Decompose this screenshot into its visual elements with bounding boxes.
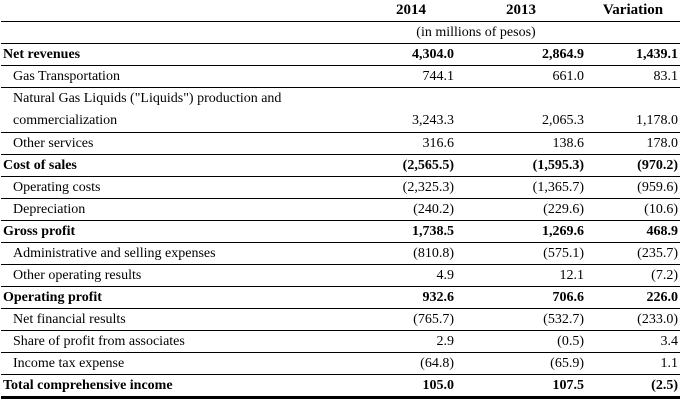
header-2014: 2014 [366, 0, 456, 22]
table-row: Gas Transportation 744.1 661.0 83.1 [1, 65, 680, 88]
value-2013: (1,595.3) [456, 154, 586, 177]
value-variation: (2.5) [586, 374, 680, 399]
units-blank [1, 21, 366, 44]
row-label: Share of profit from associates [1, 330, 366, 353]
units-label: (in millions of pesos) [366, 21, 586, 44]
value-variation: 3.4 [586, 330, 680, 353]
value-2013: 661.0 [456, 65, 586, 88]
value-2014: 744.1 [366, 65, 456, 88]
row-label: Other services [1, 132, 366, 155]
value-2013: 2,065.3 [456, 87, 586, 133]
value-variation: 1,439.1 [586, 43, 680, 66]
table-row: Cost of sales (2,565.5) (1,595.3) (970.2) [1, 154, 680, 177]
value-2013: 107.5 [456, 374, 586, 399]
table-row: Natural Gas Liquids ("Liquids") producti… [1, 87, 680, 133]
income-statement-table: 2014 2013 Variation (in millions of peso… [1, 0, 680, 399]
value-2014: 2.9 [366, 330, 456, 353]
header-2013: 2013 [456, 0, 586, 22]
row-label: Gas Transportation [1, 65, 366, 88]
value-variation: 468.9 [586, 220, 680, 243]
row-label: Operating profit [1, 286, 366, 309]
table-row: Income tax expense (64.8) (65.9) 1.1 [1, 352, 680, 375]
table-row: Total comprehensive income 105.0 107.5 (2.5… [1, 374, 680, 399]
value-variation: 178.0 [586, 132, 680, 155]
value-2014: (810.8) [366, 242, 456, 265]
value-variation: 83.1 [586, 65, 680, 88]
value-2013: (0.5) [456, 330, 586, 353]
value-2013: 138.6 [456, 132, 586, 155]
value-2013: 12.1 [456, 264, 586, 287]
value-2014: 4,304.0 [366, 43, 456, 66]
row-label: Operating costs [1, 176, 366, 199]
table-row: Administrative and selling expenses (810.… [1, 242, 680, 265]
row-label: Other operating results [1, 264, 366, 287]
value-variation: (970.2) [586, 154, 680, 177]
value-2014: (2,565.5) [366, 154, 456, 177]
units-row: (in millions of pesos) [1, 21, 680, 44]
header-blank [1, 0, 366, 22]
table-row: Operating costs (2,325.3) (1,365.7) (959.6) [1, 176, 680, 199]
value-2014: (765.7) [366, 308, 456, 331]
row-label: Net revenues [1, 43, 366, 66]
row-label: Natural Gas Liquids ("Liquids") producti… [1, 87, 366, 133]
row-label: Administrative and selling expenses [1, 242, 366, 265]
value-2014: (64.8) [366, 352, 456, 375]
value-2014: 932.6 [366, 286, 456, 309]
row-label: Total comprehensive income [1, 374, 366, 399]
value-2014: (2,325.3) [366, 176, 456, 199]
header-variation: Variation [586, 0, 680, 22]
value-2013: 1,269.6 [456, 220, 586, 243]
table-row: Operating profit 932.6 706.6 226.0 [1, 286, 680, 309]
table-row: Other operating results 4.9 12.1 (7.2) [1, 264, 680, 287]
value-2013: (229.6) [456, 198, 586, 221]
value-variation: 1,178.0 [586, 87, 680, 133]
value-2014: 4.9 [366, 264, 456, 287]
table-row: Net financial results (765.7) (532.7) (233.… [1, 308, 680, 331]
table-row: Net revenues 4,304.0 2,864.9 1,439.1 [1, 43, 680, 66]
value-2013: 706.6 [456, 286, 586, 309]
value-2014: 316.6 [366, 132, 456, 155]
value-variation: 226.0 [586, 286, 680, 309]
row-label: Depreciation [1, 198, 366, 221]
value-2013: (575.1) [456, 242, 586, 265]
value-2013: (532.7) [456, 308, 586, 331]
header-row: 2014 2013 Variation [1, 0, 680, 22]
units-blank-right [586, 21, 680, 44]
table-row: Depreciation (240.2) (229.6) (10.6) [1, 198, 680, 221]
value-variation: (233.0) [586, 308, 680, 331]
value-2013: (65.9) [456, 352, 586, 375]
row-label: Cost of sales [1, 154, 366, 177]
value-variation: (10.6) [586, 198, 680, 221]
value-2014: 105.0 [366, 374, 456, 399]
table-row: Other services 316.6 138.6 178.0 [1, 132, 680, 155]
table-row: Share of profit from associates 2.9 (0.5) 3… [1, 330, 680, 353]
value-variation: (235.7) [586, 242, 680, 265]
value-variation: (959.6) [586, 176, 680, 199]
row-label: Net financial results [1, 308, 366, 331]
row-label: Gross profit [1, 220, 366, 243]
value-variation: (7.2) [586, 264, 680, 287]
row-label: Income tax expense [1, 352, 366, 375]
value-2013: (1,365.7) [456, 176, 586, 199]
value-2014: (240.2) [366, 198, 456, 221]
value-2014: 1,738.5 [366, 220, 456, 243]
table-row: Gross profit 1,738.5 1,269.6 468.9 [1, 220, 680, 243]
value-2013: 2,864.9 [456, 43, 586, 66]
value-2014: 3,243.3 [366, 87, 456, 133]
value-variation: 1.1 [586, 352, 680, 375]
